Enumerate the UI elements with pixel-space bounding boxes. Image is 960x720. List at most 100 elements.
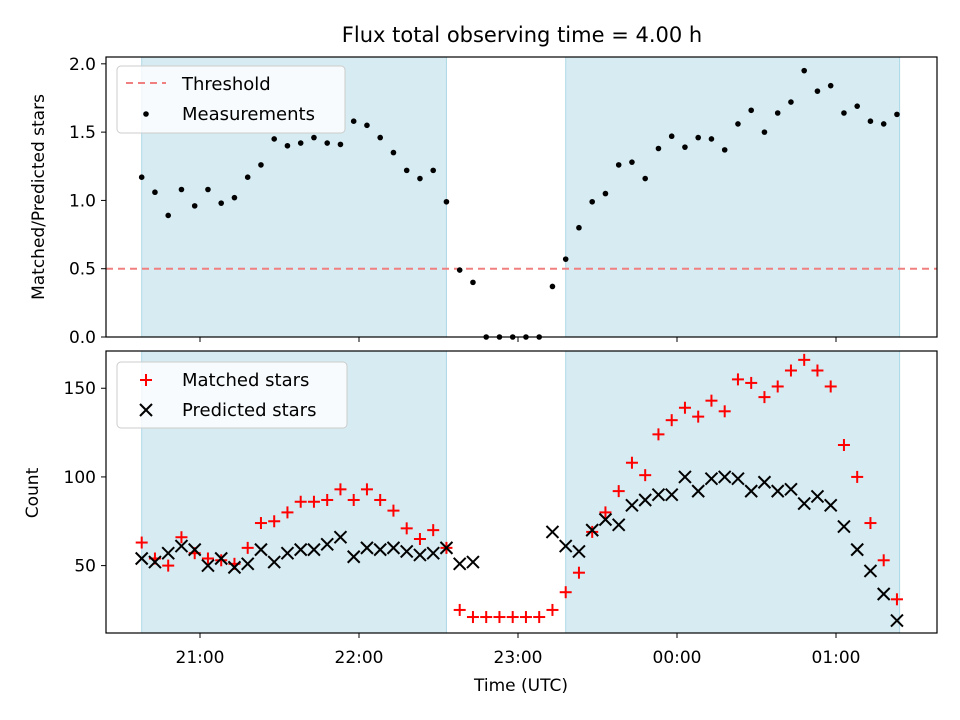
bottom-axes-frame — [105, 350, 938, 634]
predicted-stars-point — [466, 555, 480, 569]
measurement-point — [576, 224, 582, 231]
measurement-point — [231, 194, 238, 201]
measurement-point — [788, 99, 794, 105]
matched-stars-point — [745, 376, 758, 389]
measurement-point — [668, 133, 675, 140]
measurement-point — [549, 283, 556, 290]
measurement-point — [735, 121, 741, 127]
predicted-stars-point — [399, 544, 414, 559]
matched-stars-point — [241, 541, 254, 554]
predicted-stars-point — [770, 484, 785, 498]
matched-stars-point — [506, 611, 519, 624]
measurement-point — [456, 267, 463, 273]
y-tick-label: 100 — [64, 468, 96, 488]
predicted-stars-point — [214, 551, 228, 566]
legend-matched-swatch — [140, 374, 152, 386]
measurement-point — [827, 82, 834, 89]
measurement-point — [311, 134, 317, 141]
x-tick-label: 00:00 — [653, 648, 702, 668]
top-axes-frame — [105, 56, 938, 338]
measurement-point — [708, 136, 715, 142]
legend-measurements-label: Measurements — [182, 104, 315, 125]
predicted-stars-point — [664, 487, 679, 502]
matched-stars-point — [215, 554, 228, 567]
legend-predicted-swatch — [139, 403, 153, 417]
x-axis-label: Time (UTC) — [473, 676, 568, 696]
measurement-point — [350, 118, 357, 124]
measurement-point — [867, 118, 874, 124]
matched-stars-point — [307, 495, 320, 508]
predicted-stars-point — [744, 484, 758, 498]
measurement-point — [284, 142, 291, 149]
measurement-point — [258, 162, 264, 168]
matched-stars-point — [639, 469, 652, 482]
matched-stars-point — [599, 506, 612, 519]
measurement-point — [165, 212, 171, 219]
matched-stars-point — [824, 380, 837, 393]
predicted-stars-point — [161, 546, 175, 560]
predicted-stars-point — [293, 542, 308, 557]
predicted-stars-point — [452, 557, 467, 571]
y-tick-label: 1.5 — [69, 123, 96, 143]
matched-stars-point — [625, 456, 638, 469]
matched-stars-point — [798, 353, 811, 366]
matched-stars-point — [731, 373, 744, 386]
measurement-point — [390, 149, 397, 156]
predicted-stars-point — [280, 546, 295, 560]
measurement-point — [602, 190, 609, 197]
measurement-point — [191, 203, 198, 209]
measurement-point — [642, 175, 648, 182]
measurement-point — [324, 140, 331, 146]
predicted-stars-point — [704, 471, 719, 486]
predicted-stars-point — [651, 487, 666, 502]
legend-measurements-swatch — [143, 111, 149, 117]
predicted-stars-point — [267, 555, 281, 569]
matched-stars-point — [890, 593, 903, 606]
matched-stars-point — [493, 611, 506, 624]
predicted-stars-point — [784, 482, 798, 497]
shaded-interval-top-1 — [565, 56, 901, 338]
measurement-point — [337, 141, 344, 148]
y-tick-label: 1.0 — [69, 191, 96, 211]
predicted-stars-point — [731, 471, 745, 486]
matched-stars-point — [162, 559, 175, 572]
predicted-stars-point — [545, 525, 560, 539]
y-tick-label: 0.0 — [69, 328, 96, 348]
predicted-stars-point — [863, 564, 878, 578]
legend-threshold-label: Threshold — [181, 74, 271, 95]
predicted-stars-point — [638, 493, 652, 507]
predicted-stars-point — [810, 489, 825, 504]
predicted-stars-point — [134, 551, 149, 566]
measurement-point — [695, 134, 701, 141]
measurement-point — [138, 174, 145, 180]
predicted-stars-point — [240, 557, 255, 571]
predicted-stars-point — [254, 542, 268, 557]
matched-stars-point — [480, 611, 493, 624]
matched-stars-point — [374, 493, 387, 506]
measurement-point — [721, 147, 728, 153]
legend-matched-label: Matched stars — [182, 370, 309, 391]
measurement-point — [774, 110, 781, 116]
predicted-stars-point — [201, 558, 215, 573]
predicted-stars-point — [426, 546, 440, 560]
measurement-point — [615, 162, 622, 168]
legend-predicted-label: Predicted stars — [182, 400, 316, 421]
matched-stars-point — [851, 470, 864, 483]
y-tick-label: 0.5 — [69, 260, 96, 280]
matched-stars-point — [334, 483, 347, 496]
top-legend: Threshold Measurements — [116, 65, 346, 134]
matched-stars-point — [572, 566, 585, 579]
matched-stars-point — [705, 394, 718, 407]
matched-stars-point — [811, 364, 824, 377]
predicted-stars-point — [572, 544, 586, 559]
matched-stars-point — [268, 515, 281, 528]
matched-stars-point — [612, 485, 625, 498]
bottom-legend: Matched stars Predicted stars — [116, 361, 348, 429]
y-tick-label: 2.0 — [69, 55, 96, 75]
matched-stars-point — [837, 439, 850, 451]
matched-stars-point — [294, 495, 307, 508]
measurement-point — [761, 129, 768, 135]
measurement-point — [218, 200, 224, 206]
top-y-axis-label: Matched/Predicted stars — [29, 94, 49, 300]
matched-stars-point — [678, 401, 691, 414]
